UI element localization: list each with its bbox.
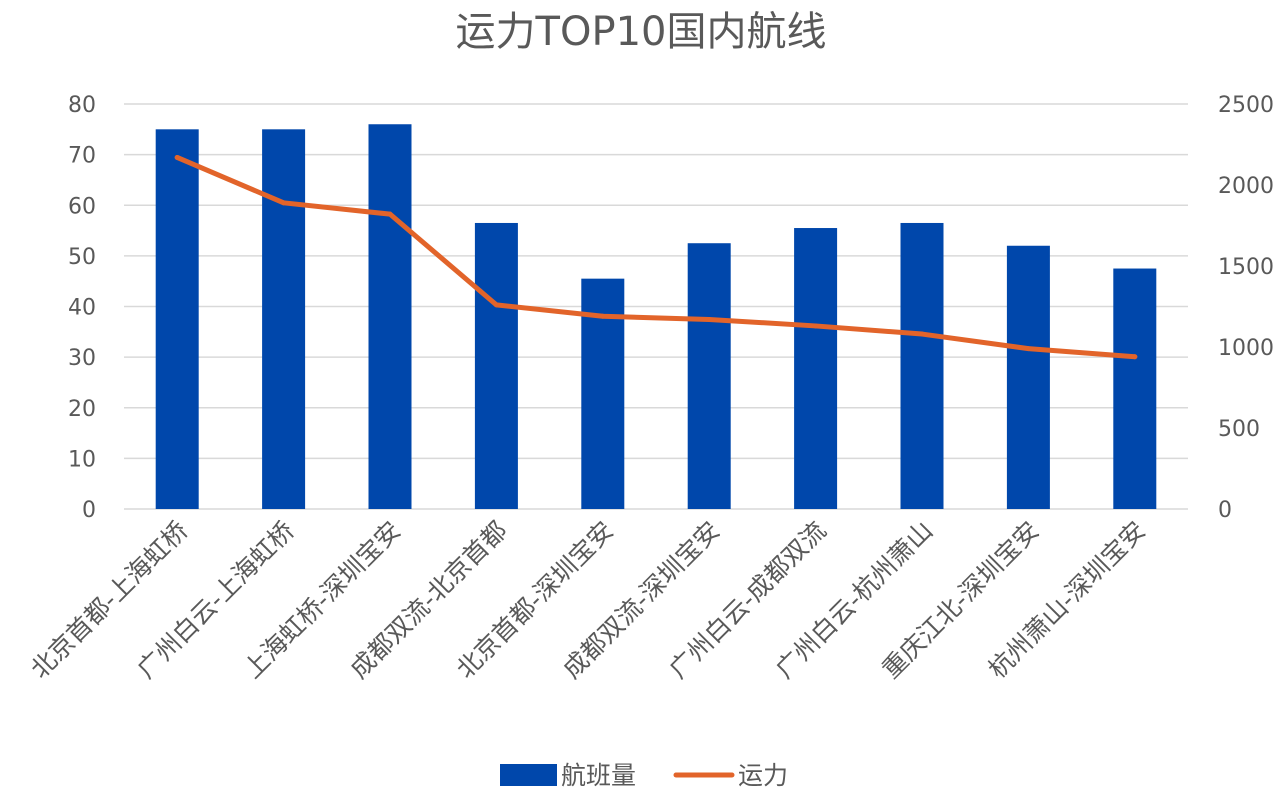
legend-swatch-bar	[500, 764, 557, 786]
line-point-1	[174, 154, 180, 160]
bar-2	[262, 129, 306, 509]
left-axis-ticks: 0 10 20 30 40 50 60 70 80	[68, 93, 96, 523]
bar-9	[1006, 245, 1050, 509]
bar-8	[900, 222, 944, 509]
right-tick-label: 500	[1218, 417, 1260, 442]
bar-1	[155, 129, 199, 509]
bar-series	[155, 124, 1157, 509]
line-point-10	[1132, 354, 1138, 360]
left-tick-label: 10	[68, 447, 96, 472]
right-tick-label: 1000	[1218, 336, 1274, 361]
category-axis-labels: 北京首都-上海虹桥广州白云-上海虹桥上海虹桥-深圳宝安成都双流-北京首都北京首都…	[25, 516, 1151, 684]
left-tick-label: 0	[82, 498, 96, 523]
line-series	[174, 154, 1138, 360]
line-point-7	[813, 323, 819, 329]
bar-10	[1113, 268, 1157, 509]
left-tick-label: 40	[68, 296, 96, 321]
right-tick-label: 2000	[1218, 174, 1274, 199]
line-point-9	[1025, 346, 1031, 352]
legend: 航班量 运力	[500, 761, 788, 790]
left-tick-label: 60	[68, 194, 96, 219]
left-tick-label: 70	[68, 144, 96, 169]
right-tick-label: 0	[1218, 498, 1232, 523]
line-path	[174, 154, 1138, 360]
right-tick-label: 1500	[1218, 255, 1274, 280]
line-point-8	[919, 331, 925, 337]
line-point-3	[387, 211, 393, 217]
line-point-6	[706, 316, 712, 322]
legend-label-line: 运力	[738, 761, 788, 790]
right-axis-ticks: 0 500 1000 1500 2000 2500	[1218, 93, 1274, 523]
right-tick-label: 2500	[1218, 93, 1274, 118]
legend-label-bar: 航班量	[561, 761, 636, 790]
line-point-5	[600, 313, 606, 319]
bar-7	[794, 228, 838, 509]
bar-3	[368, 124, 412, 509]
left-tick-label: 30	[68, 346, 96, 371]
line-point-4	[493, 302, 499, 308]
line-point-2	[281, 200, 287, 206]
chart-title: 运力TOP10国内航线	[456, 9, 827, 55]
bar-4	[474, 222, 518, 509]
left-tick-label: 50	[68, 245, 96, 270]
left-tick-label: 80	[68, 93, 96, 118]
bar-6	[687, 243, 731, 509]
left-tick-label: 20	[68, 397, 96, 422]
